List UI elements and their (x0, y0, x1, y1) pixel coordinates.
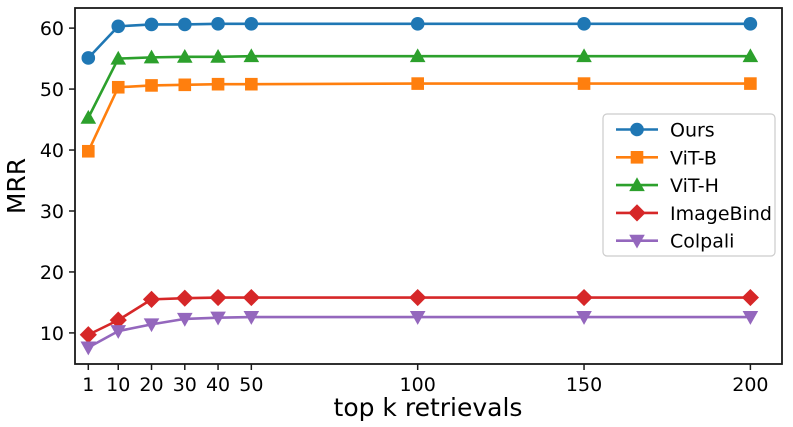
x-tick-label: 10 (106, 374, 130, 396)
series-marker-vit-h (143, 49, 160, 64)
legend-box (602, 113, 776, 257)
legend-marker-imagebind (628, 204, 646, 222)
y-tick-label: 10 (40, 323, 64, 345)
series-marker-ours (144, 17, 159, 32)
series-marker-colpali (143, 318, 160, 333)
series-marker-colpali (80, 341, 97, 356)
series-marker-imagebind (109, 311, 127, 329)
series-marker-ours (410, 17, 425, 31)
series-marker-vit-h (742, 48, 759, 63)
x-tick-label: 150 (566, 374, 602, 396)
series-marker-imagebind (209, 288, 227, 307)
legend-label-colpali: Colpali (670, 231, 734, 253)
series-marker-vit-b (245, 77, 258, 91)
series-marker-ours (81, 51, 96, 65)
series-marker-vit-b (145, 79, 158, 92)
y-tick-label: 60 (40, 18, 64, 40)
y-tick-label: 20 (40, 262, 64, 284)
series-marker-vit-b (744, 77, 757, 90)
x-tick-label: 50 (239, 374, 263, 396)
series-marker-vit-b (111, 80, 125, 94)
series-marker-imagebind (142, 290, 161, 308)
legend-marker-colpali (629, 234, 645, 249)
legend-label-vit-b: ViT-B (670, 147, 717, 169)
legend-marker-vit-b (630, 151, 644, 164)
legend-label-imagebind: ImageBind (670, 203, 772, 225)
series-marker-colpali (110, 325, 127, 339)
series-marker-vit-h (409, 48, 426, 63)
legend-marker-ours (630, 122, 644, 137)
x-axis-label: top k retrievals (334, 393, 523, 422)
series-marker-colpali (243, 311, 260, 325)
series-marker-ours (177, 17, 192, 32)
series-marker-imagebind (409, 288, 427, 307)
series-marker-colpali (742, 311, 759, 325)
series-marker-imagebind (176, 289, 194, 307)
series-marker-vit-h (576, 48, 592, 63)
series-marker-imagebind (741, 288, 759, 307)
legend: Ours ViT-B ViT-H ImageBind Colpali (602, 113, 776, 257)
legend-marker-vit-h (629, 177, 645, 192)
y-tick-label: 40 (40, 140, 64, 162)
series-marker-vit-b (577, 77, 591, 90)
y-axis-label: MRR (2, 158, 31, 214)
series-marker-colpali (176, 312, 193, 327)
series-marker-imagebind (242, 288, 260, 307)
legend-label-vit-h: ViT-H (670, 175, 719, 197)
x-tick-label: 40 (206, 374, 230, 396)
series-marker-vit-h (110, 50, 127, 65)
series-marker-colpali (210, 311, 226, 326)
axes-spines (74, 7, 783, 365)
series-marker-vit-b (178, 78, 192, 92)
series-marker-vit-h (176, 48, 193, 63)
legend-label-ours: Ours (670, 120, 715, 142)
x-tick-label: 200 (732, 374, 768, 396)
x-tick-label: 20 (139, 374, 163, 396)
series-marker-ours (111, 19, 126, 34)
series-marker-imagebind (79, 326, 97, 344)
series-marker-colpali (576, 311, 592, 325)
series-marker-vit-b (411, 77, 424, 90)
series-marker-vit-b (211, 77, 225, 91)
x-tick-label: 30 (173, 374, 197, 396)
series-marker-imagebind (575, 288, 593, 307)
series-marker-ours (211, 17, 225, 31)
series-marker-vit-h (243, 48, 260, 63)
series-marker-vit-h (80, 109, 97, 124)
y-tick-label: 30 (40, 201, 64, 223)
series-marker-ours (743, 17, 758, 31)
x-tick-label: 1 (82, 374, 94, 396)
x-tick-label: 100 (400, 374, 436, 396)
series-marker-vit-h (210, 48, 226, 63)
series-marker-ours (577, 17, 591, 31)
series-marker-vit-b (82, 144, 95, 158)
series-marker-ours (244, 17, 259, 31)
y-tick-label: 50 (40, 79, 64, 101)
series-marker-colpali (409, 311, 426, 325)
plot-area: 1 10 20 30 40 50 100 150 200 10 20 30 40 50 60 (40, 7, 783, 396)
